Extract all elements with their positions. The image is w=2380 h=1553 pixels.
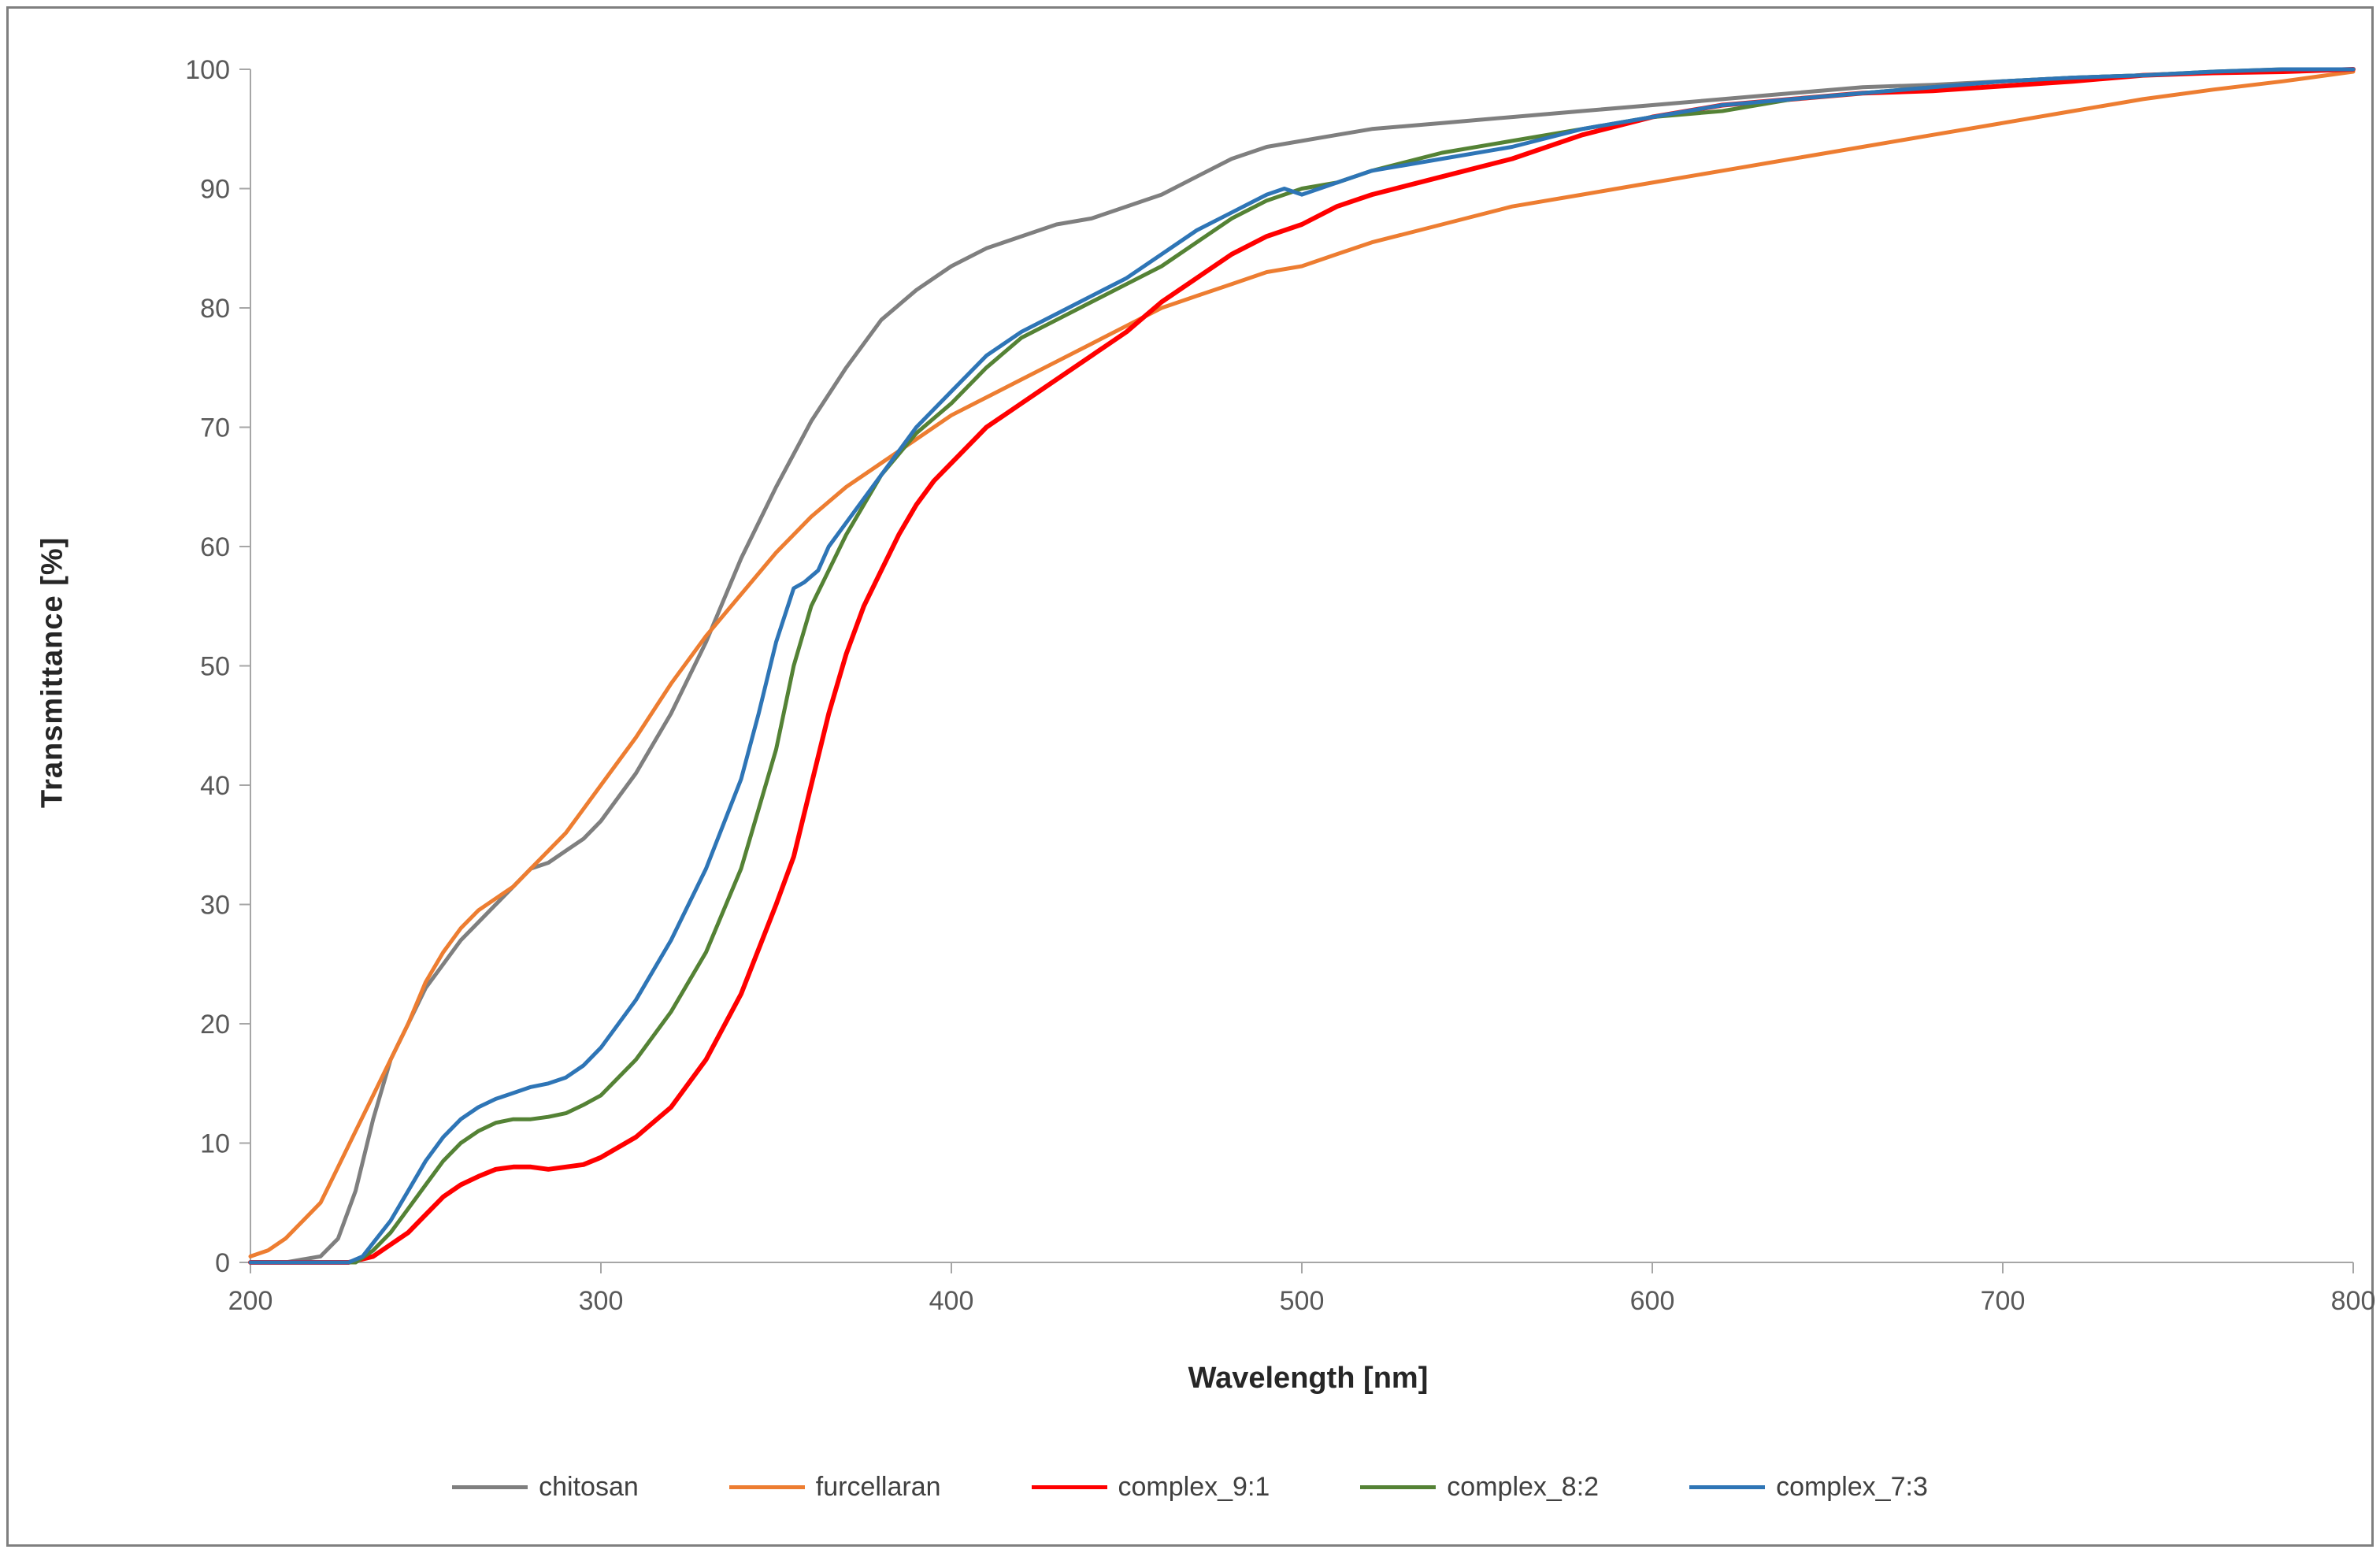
x-tick-label: 600 (1630, 1286, 1675, 1316)
legend-label: furcellaran (815, 1472, 941, 1502)
legend-item-complex_9:1: complex_9:1 (1031, 1472, 1270, 1503)
legend-swatch (1031, 1485, 1107, 1489)
y-tick-label: 70 (200, 413, 230, 443)
y-tick-label: 10 (200, 1129, 230, 1159)
x-tick-label: 200 (228, 1286, 273, 1316)
legend-label: complex_8:2 (1447, 1472, 1600, 1502)
legend-label: complex_7:3 (1776, 1472, 1928, 1502)
legend-swatch (1689, 1485, 1766, 1489)
y-axis-title: Transmittance [%] (35, 536, 69, 808)
y-tick-label: 50 (200, 652, 230, 682)
legend-label: chitosan (539, 1472, 639, 1502)
series-line-complex_9:1 (248, 67, 2356, 1265)
y-tick-label: 100 (185, 55, 230, 85)
y-tick-label: 40 (200, 771, 230, 801)
y-tick-label: 0 (215, 1248, 230, 1278)
legend: chitosan furcellaran complex_9:1 complex_8:… (9, 1472, 2371, 1503)
legend-swatch (452, 1485, 528, 1489)
legend-label: complex_9:1 (1118, 1472, 1270, 1502)
y-tick-label: 60 (200, 532, 230, 562)
legend-item-complex_8:2: complex_8:2 (1360, 1472, 1599, 1503)
chart-frame: 200 300 400 500 600 700 800 0 10 20 30 40 50 60 70 80 90… (6, 6, 2376, 1547)
series-line-complex_7:3 (248, 67, 2356, 1265)
y-tick-label: 80 (200, 294, 230, 324)
y-tick-label: 20 (200, 1010, 230, 1040)
transmittance-chart: 200 300 400 500 600 700 800 0 10 20 30 40 50 60 70 80 90… (9, 9, 2376, 1544)
x-tick-label: 700 (1981, 1286, 2026, 1316)
y-tick-label: 30 (200, 891, 230, 921)
legend-swatch (1360, 1485, 1437, 1489)
x-tick-label: 800 (2331, 1286, 2376, 1316)
x-tick-label: 400 (929, 1286, 974, 1316)
legend-item-complex_7:3: complex_7:3 (1689, 1472, 1928, 1503)
legend-item-chitosan: chitosan (452, 1472, 639, 1503)
legend-item-furcellaran: furcellaran (728, 1472, 941, 1503)
x-tick-label: 300 (579, 1286, 624, 1316)
y-tick-label: 90 (200, 175, 230, 205)
x-axis-title: Wavelength [nm] (1188, 1362, 1429, 1395)
series-line-chitosan (248, 67, 2356, 1265)
series-line-complex_8:2 (248, 67, 2356, 1265)
plot-area: 200 300 400 500 600 700 800 0 10 20 30 40 50 60 70 80 90… (185, 55, 2376, 1316)
legend-swatch (728, 1485, 805, 1489)
x-tick-label: 500 (1280, 1286, 1325, 1316)
series-line-furcellaran (248, 69, 2356, 1258)
